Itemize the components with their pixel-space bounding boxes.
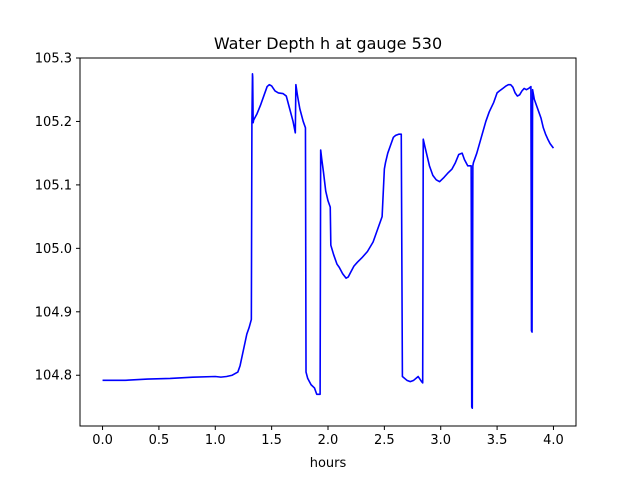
x-tick-label: 2.0 xyxy=(318,433,339,448)
x-tick-label: 3.0 xyxy=(430,433,451,448)
series-line-0 xyxy=(102,73,555,410)
x-tick-label: 3.5 xyxy=(487,433,508,448)
x-tick-label: 4.0 xyxy=(543,433,564,448)
x-tick-label: 1.0 xyxy=(205,433,226,448)
y-tick-label: 105.2 xyxy=(35,115,72,130)
y-tick-label: 105.1 xyxy=(35,178,72,193)
plot-area xyxy=(102,73,555,410)
y-axis: 104.8 104.9 105.0 105.1 105.2 105.3 xyxy=(35,52,80,384)
y-tick-label: 105.0 xyxy=(35,242,72,257)
x-axis-label: hours xyxy=(310,456,347,471)
y-tick-label: 104.9 xyxy=(35,305,72,320)
x-tick-label: 2.5 xyxy=(374,433,395,448)
y-tick-label: 105.3 xyxy=(35,52,72,67)
x-tick-label: 1.5 xyxy=(261,433,282,448)
x-tick-label: 0.5 xyxy=(149,433,170,448)
x-tick-label: 0.0 xyxy=(92,433,113,448)
chart-title: Water Depth h at gauge 530 xyxy=(214,34,442,53)
y-tick-label: 104.8 xyxy=(35,369,72,384)
x-axis: 0.0 0.5 1.0 1.5 2.0 2.5 3.0 3.5 4.0 xyxy=(92,426,564,448)
